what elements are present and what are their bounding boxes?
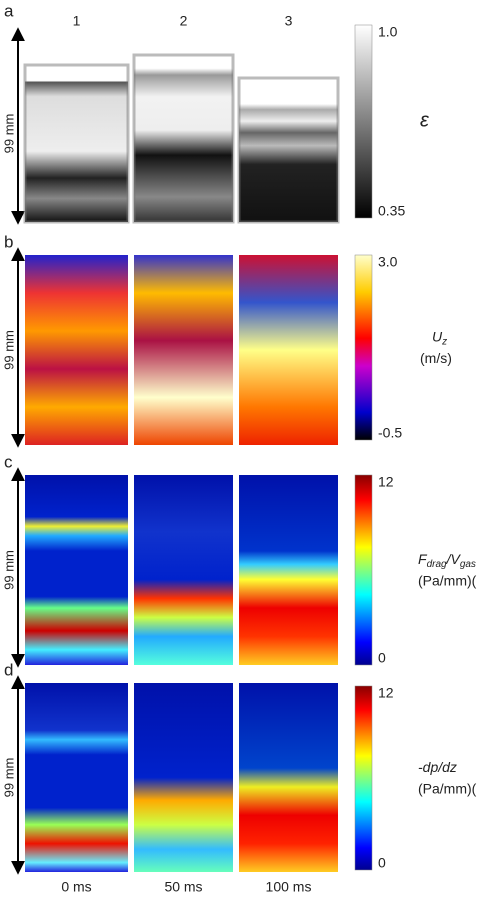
time-label: 0 ms	[61, 879, 91, 895]
colorbar-max: 12	[378, 474, 394, 490]
quantity-label: -dp/dz	[418, 759, 457, 775]
heatmap	[239, 255, 338, 445]
heatmap	[25, 65, 128, 222]
time-label: 100 ms	[266, 879, 312, 895]
extent-label: 99 mm	[1, 550, 16, 590]
heatmap-edge	[23, 63, 130, 224]
column-label: 1	[73, 13, 81, 29]
colorbar	[354, 685, 373, 871]
quantity: U	[432, 328, 443, 344]
quantity-label: Uz	[432, 328, 447, 347]
colorbar-max: 3.0	[378, 254, 398, 270]
panel-letter: c	[4, 452, 13, 471]
colorbar-max: 12	[378, 685, 394, 701]
extent-label: 99 mm	[1, 114, 16, 154]
heatmap-edge	[132, 53, 235, 224]
heatmap	[239, 683, 338, 872]
colorbar	[354, 474, 373, 666]
colorbar-min: 0	[378, 855, 386, 871]
time-label: 50 ms	[164, 879, 202, 895]
quantity-label: ε	[420, 110, 430, 132]
colorbar	[354, 254, 373, 441]
heatmap	[25, 683, 128, 872]
colorbar-max: 1.0	[378, 24, 398, 40]
heatmap	[239, 78, 338, 222]
extent-label: 99 mm	[1, 758, 16, 798]
colorbar	[354, 24, 373, 219]
heatmap	[25, 475, 128, 665]
heatmap	[25, 255, 128, 445]
colorbar-min: -0.5	[378, 425, 402, 441]
quantity: F	[418, 551, 428, 567]
panel-letter: a	[4, 1, 14, 20]
colorbar-min: 0.35	[378, 203, 405, 219]
quantity-sub: drag	[427, 559, 447, 570]
quantity: ε	[420, 110, 430, 132]
extent-label: 99 mm	[1, 330, 16, 370]
colorbar-min: 0	[378, 650, 386, 666]
quantity-sub: gas	[460, 559, 476, 570]
heatmap-edge	[237, 76, 340, 224]
heatmap	[134, 683, 233, 872]
panel-letter: b	[4, 232, 13, 251]
heatmap	[134, 255, 233, 445]
unit-label: (Pa/mm)(	[418, 573, 477, 589]
heatmap	[134, 475, 233, 665]
column-label: 3	[285, 13, 293, 29]
quantity: -dp/dz	[418, 759, 457, 775]
unit-label: (Pa/mm)(	[418, 781, 477, 797]
heatmap	[239, 475, 338, 665]
quantity-sub: z	[441, 336, 447, 347]
quantity: /V	[446, 551, 462, 567]
quantity-label: Fdrag/Vgas	[418, 551, 476, 570]
panel-letter: d	[4, 660, 13, 679]
column-label: 2	[180, 13, 188, 29]
heatmap	[134, 55, 233, 222]
unit-label: (m/s)	[420, 350, 452, 366]
